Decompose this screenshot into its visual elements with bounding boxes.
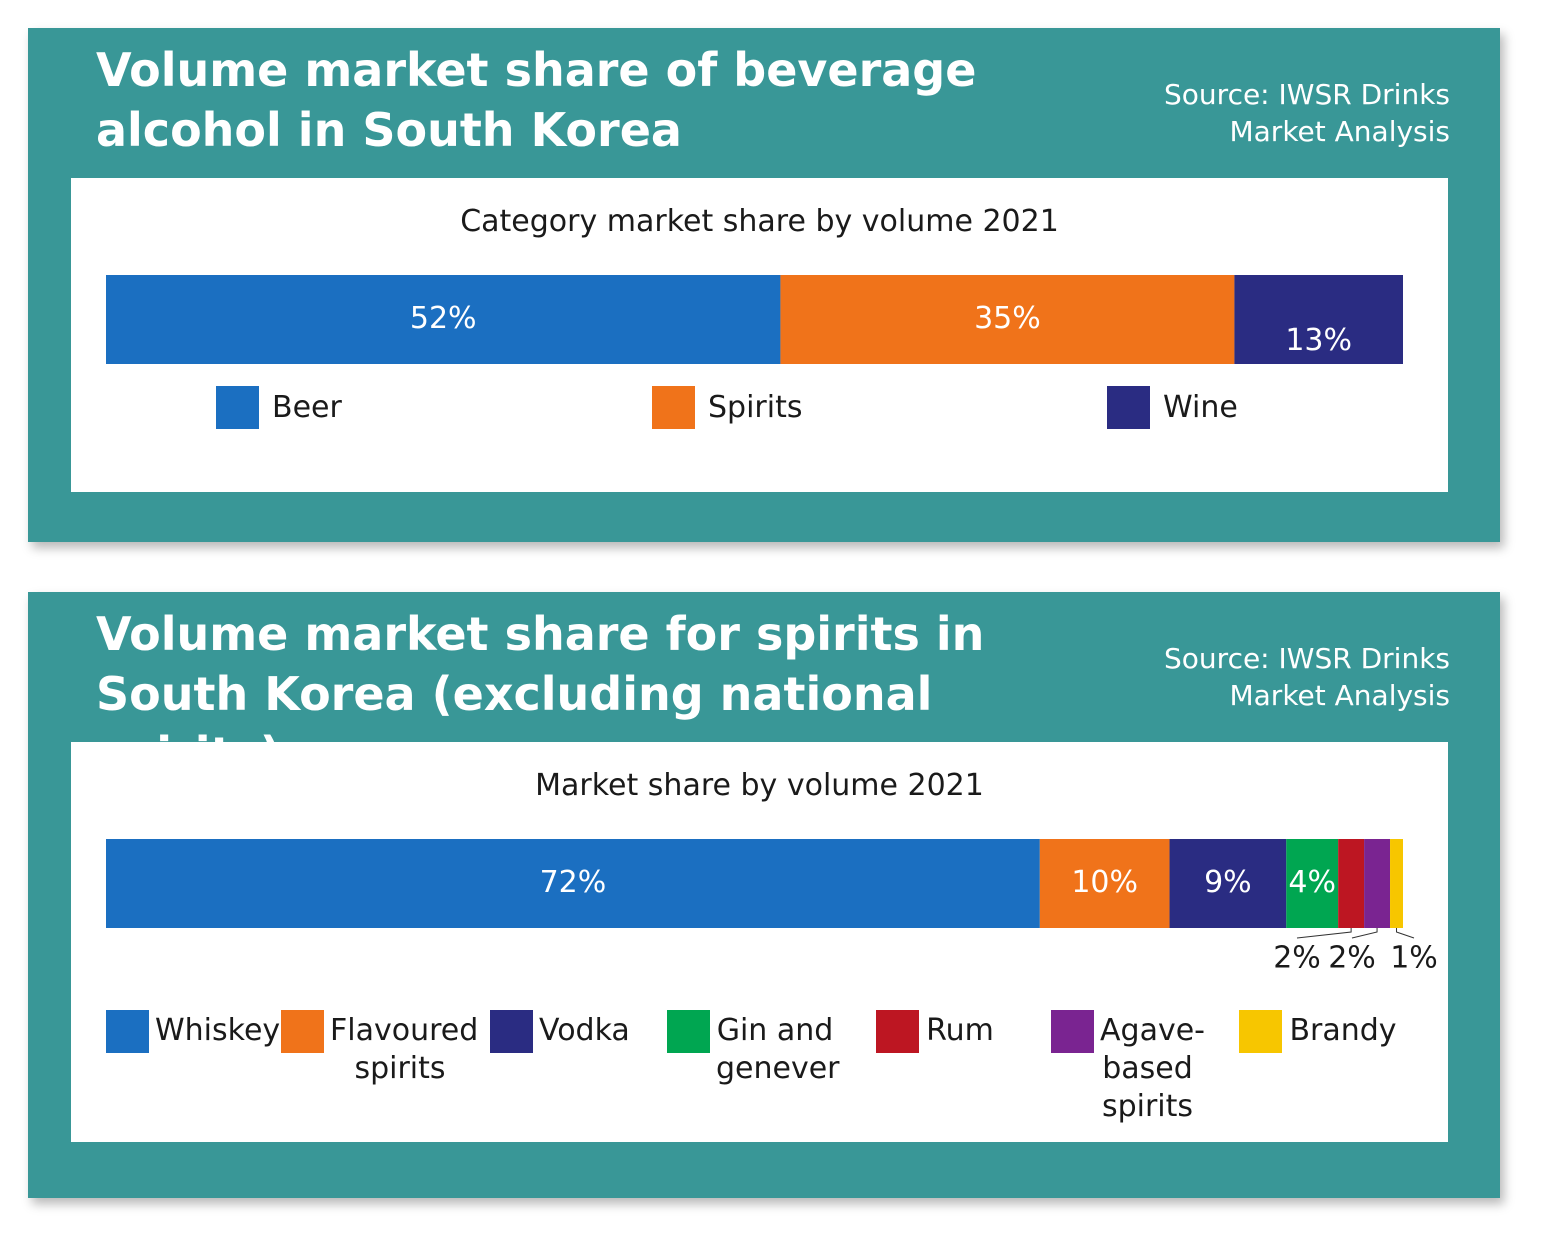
legend-item-rum: Rum xyxy=(876,1010,995,1053)
legend-swatch xyxy=(1051,1010,1094,1053)
legend-label: Gin and genever xyxy=(716,1013,840,1086)
legend-swatch xyxy=(652,386,695,429)
legend-swatch xyxy=(1107,386,1150,429)
data-label-agave-based-spirits: 2% xyxy=(1328,941,1376,976)
panel-spirits: Volume market share for spirits in South… xyxy=(28,592,1500,1198)
legend-label: Wine xyxy=(1163,390,1238,425)
data-label-vodka: 9% xyxy=(1204,865,1252,900)
bar-segment-gin-and-genever xyxy=(1286,839,1339,928)
data-label-wine: 13% xyxy=(1285,323,1352,358)
legend-label: Agave- based spirits xyxy=(1100,1013,1205,1124)
legend-label: Rum xyxy=(926,1013,994,1048)
bar-segment-flavoured-spirits xyxy=(1039,839,1170,928)
legend-swatch xyxy=(281,1010,324,1053)
data-label-flavoured-spirits: 10% xyxy=(1071,865,1138,900)
legend-item-vodka: Vodka xyxy=(490,1010,630,1053)
bar-segment-whiskey xyxy=(106,839,1040,928)
legend-label: Vodka xyxy=(539,1013,630,1048)
source-note: Source: IWSR Drinks Market Analysis xyxy=(1164,78,1450,148)
legend-label: Flavoured spirits xyxy=(330,1013,479,1086)
bar-segment-brandy xyxy=(1390,839,1403,928)
bar-segment-beer xyxy=(106,275,781,364)
legend-item-agave-based-spirits: Agave- based spirits xyxy=(1051,1010,1205,1126)
legend-item-flavoured-spirits: Flavoured spirits xyxy=(281,1010,479,1088)
bar-segment-spirits xyxy=(780,275,1235,364)
bar-segment-rum xyxy=(1338,839,1365,928)
legend-item-brandy: Brandy xyxy=(1239,1010,1398,1053)
bar-segment-vodka xyxy=(1169,839,1287,928)
stacked-bar-chart: 52% 35% 13% xyxy=(106,275,1403,364)
data-label-rum: 2% xyxy=(1273,941,1321,976)
panel-beverage-alcohol: Volume market share of beverage alcohol … xyxy=(28,28,1500,542)
chart-area: Market share by volume 2021 72% 10% 9% 4% 2%… xyxy=(71,742,1448,1142)
legend-swatch xyxy=(216,386,259,429)
legend-item-beer: Beer xyxy=(216,386,342,429)
leader-line-agave-based-spirits xyxy=(1351,928,1378,939)
data-label-gin-and-genever: 4% xyxy=(1288,865,1336,900)
chart-title: Category market share by volume 2021 xyxy=(460,204,1059,239)
source-note: Source: IWSR Drinks Market Analysis xyxy=(1164,642,1450,712)
data-label-brandy: 1% xyxy=(1390,941,1438,976)
bar-segment-wine xyxy=(1234,275,1403,364)
chart-area: Category market share by volume 2021 52%… xyxy=(71,178,1448,492)
legend-swatch xyxy=(667,1010,710,1053)
stacked-bar-chart: 72% 10% 9% 4% 2% 2% 1% xyxy=(106,839,1438,976)
data-label-beer: 52% xyxy=(410,301,477,336)
legend-swatch xyxy=(876,1010,919,1053)
leader-line-brandy xyxy=(1396,928,1415,939)
chart-title: Market share by volume 2021 xyxy=(535,768,984,803)
leader-line-rum xyxy=(1296,928,1352,939)
data-label-spirits: 35% xyxy=(974,301,1041,336)
legend-item-spirits: Spirits xyxy=(652,386,802,429)
legend-item-wine: Wine xyxy=(1107,386,1238,429)
legend-item-whiskey: Whiskey xyxy=(106,1010,281,1053)
legend-label: Spirits xyxy=(708,390,803,425)
panel-title: Volume market share of beverage alcohol … xyxy=(96,43,977,157)
legend-item-gin-and-genever: Gin and genever xyxy=(667,1010,840,1088)
data-label-whiskey: 72% xyxy=(540,865,607,900)
legend-label: Brandy xyxy=(1289,1013,1397,1048)
legend-swatch xyxy=(106,1010,149,1053)
legend-label: Beer xyxy=(272,390,342,425)
legend-label: Whiskey xyxy=(155,1013,281,1048)
legend-swatch xyxy=(1239,1010,1282,1053)
legend-swatch xyxy=(490,1010,533,1053)
bar-segment-agave-based-spirits xyxy=(1364,839,1391,928)
